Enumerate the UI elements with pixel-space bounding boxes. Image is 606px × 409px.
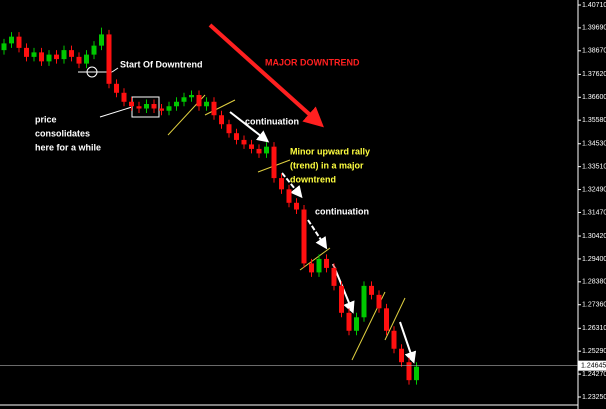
y-tick-label: 1.26310 — [582, 325, 606, 332]
candle-body — [391, 330, 397, 349]
candle-body — [211, 101, 217, 116]
candle-body — [369, 285, 374, 295]
candle-body — [271, 146, 277, 179]
candle-body — [1, 43, 7, 51]
arrow — [281, 172, 303, 199]
candle-body — [414, 366, 419, 381]
candle-body — [136, 106, 142, 109]
arrow — [229, 111, 270, 143]
candle-body — [234, 133, 239, 140]
candle-body — [84, 54, 89, 64]
candle-body — [99, 34, 104, 46]
annotation: MAJOR DOWNTREND — [265, 57, 360, 67]
candle-body — [114, 83, 119, 93]
candle-body — [204, 101, 209, 107]
candle-body — [189, 95, 194, 98]
candle-body — [196, 95, 202, 107]
trendline — [299, 247, 331, 271]
y-tick-label: 1.39690 — [582, 25, 606, 32]
candle-body — [106, 34, 112, 84]
y-tick-label: 1.29400 — [582, 256, 606, 263]
y-tick-label: 1.32490 — [582, 186, 606, 193]
candle-body — [16, 36, 22, 48]
candle-body — [241, 139, 247, 145]
leader — [99, 106, 133, 118]
arrow — [399, 321, 417, 364]
annotation: consolidates — [35, 128, 90, 138]
candle-body — [46, 54, 52, 62]
candle-body — [159, 108, 164, 111]
y-tick-label: 1.23250 — [582, 394, 606, 401]
annotation: price — [35, 114, 57, 124]
y-tick-label: 1.38670 — [582, 48, 606, 55]
annotation: continuation — [315, 206, 369, 216]
y-tick-label: 1.40710 — [582, 2, 606, 9]
candle-body — [144, 104, 149, 109]
y-tick-label: 1.27360 — [582, 302, 606, 309]
y-tick-label: 1.24270 — [582, 371, 606, 378]
candle-body — [121, 92, 127, 102]
annotation: downtrend — [290, 174, 336, 184]
trendline — [204, 99, 236, 116]
last-price-box — [578, 360, 606, 371]
candle-body — [69, 50, 74, 57]
candle-body — [354, 317, 359, 331]
candle-body — [361, 285, 367, 318]
candle-body — [76, 56, 82, 64]
candle-body — [91, 45, 97, 55]
annotation: Start Of Downtrend — [120, 59, 203, 69]
candle-body — [301, 209, 307, 264]
y-tick-label: 1.36600 — [582, 94, 606, 101]
annotation: continuation — [245, 116, 299, 126]
candle-body — [279, 178, 284, 190]
y-tick-label: 1.33510 — [582, 163, 606, 170]
candle-body — [331, 267, 337, 286]
candle-body — [324, 258, 329, 268]
major-arrow — [208, 23, 324, 128]
candle-body — [339, 285, 344, 313]
leader — [111, 67, 119, 73]
candle-body — [309, 263, 314, 273]
candle-body — [129, 101, 134, 107]
candle-body — [249, 144, 254, 149]
candle-body — [226, 124, 232, 134]
candle-body — [406, 362, 412, 381]
candle-body — [39, 52, 44, 62]
candle-body — [54, 54, 59, 60]
y-tick-label: 1.30420 — [582, 233, 606, 240]
candle-body — [61, 50, 67, 60]
y-tick-label: 1.28380 — [582, 279, 606, 286]
candle-body — [9, 36, 14, 44]
y-tick-label: 1.25290 — [582, 348, 606, 355]
candle-body — [219, 115, 224, 125]
annotation: Minor upward rally — [290, 146, 370, 156]
candle-body — [346, 312, 352, 331]
candle-body — [264, 146, 269, 154]
candle-body — [316, 258, 322, 273]
last-price-label: 1.24645 — [581, 363, 606, 370]
candle-body — [384, 308, 389, 331]
y-tick-label: 1.37620 — [582, 71, 606, 78]
arrow — [307, 219, 328, 250]
candle-body — [181, 97, 187, 102]
annotation: here for a while — [35, 142, 101, 152]
candle-body — [399, 348, 404, 363]
candle-body — [151, 104, 157, 109]
trendline — [384, 297, 406, 341]
candle-body — [256, 148, 262, 154]
candle-body — [376, 294, 382, 309]
y-tick-label: 1.31470 — [582, 209, 606, 216]
candle-body — [174, 101, 179, 107]
y-tick-label: 1.35580 — [582, 117, 606, 124]
candle-body — [286, 189, 292, 203]
annotation: (trend) in a major — [290, 160, 364, 170]
candle-body — [166, 106, 172, 111]
y-tick-label: 1.34530 — [582, 141, 606, 148]
candle-body — [294, 202, 299, 210]
candle-body — [24, 47, 29, 57]
start-circle — [86, 66, 98, 78]
candle-body — [31, 52, 37, 57]
